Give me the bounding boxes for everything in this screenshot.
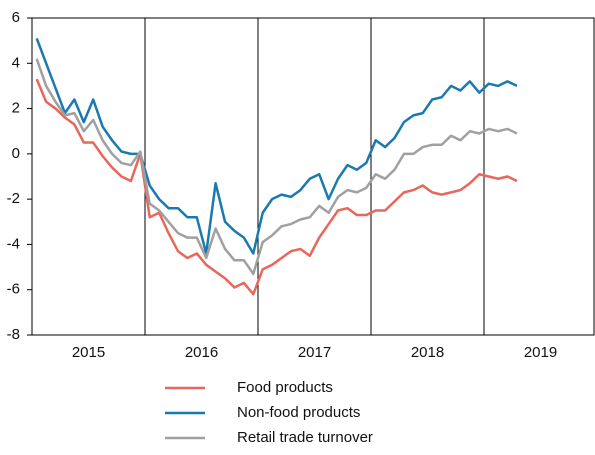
y-tick-label: -2: [7, 190, 20, 207]
x-tick-label: 2018: [411, 344, 444, 361]
y-tick-label: 6: [12, 9, 20, 26]
x-tick-label: 2016: [185, 344, 218, 361]
y-tick-label: -4: [7, 235, 20, 252]
x-tick-label: 2017: [298, 344, 331, 361]
x-tick-label: 2019: [524, 344, 557, 361]
legend-label: Retail trade turnover: [237, 429, 373, 446]
legend-label: Non-food products: [237, 404, 360, 421]
series-line: [35, 78, 518, 296]
y-tick-label: 2: [12, 100, 20, 117]
y-tick-label: -8: [7, 326, 20, 343]
y-tick-label: 0: [12, 145, 20, 162]
legend-label: Food products: [237, 379, 333, 396]
plot-frame: [31, 17, 595, 336]
series-line: [35, 37, 518, 255]
y-tick-label: 4: [12, 54, 20, 71]
series-line: [35, 58, 518, 276]
y-tick-label: -6: [7, 281, 20, 298]
x-tick-label: 2015: [72, 344, 105, 361]
